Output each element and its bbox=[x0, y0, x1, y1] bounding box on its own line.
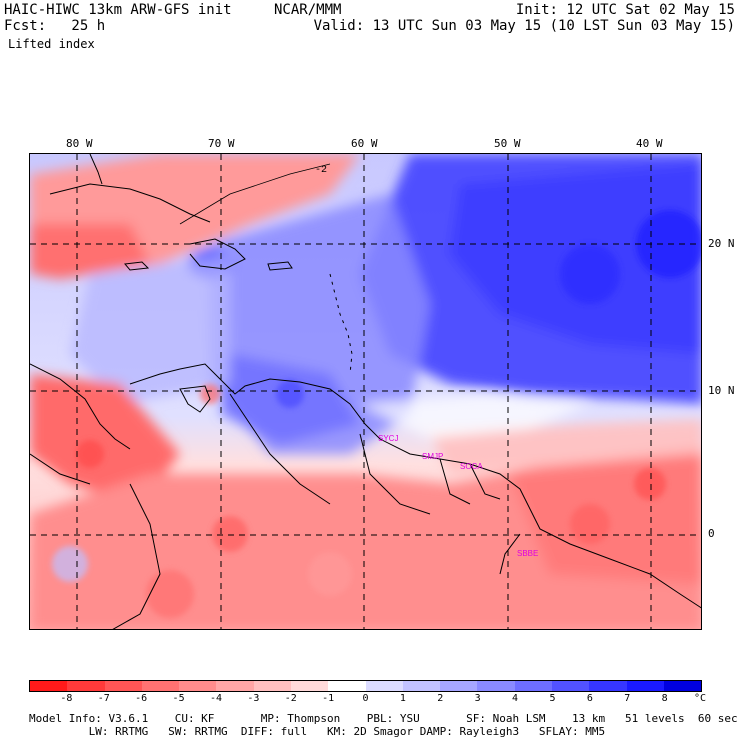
colorbar-swatch bbox=[30, 681, 68, 691]
colorbar-tick-label: -3 bbox=[247, 693, 260, 704]
colorbar-tick-label: 8 bbox=[661, 693, 668, 704]
coastlines bbox=[30, 154, 701, 629]
station-label-syju: SYCJ bbox=[378, 434, 398, 443]
lat-label-0: 0 bbox=[708, 527, 715, 540]
colorbar-swatch bbox=[477, 681, 515, 691]
contour-label: -2 bbox=[315, 165, 327, 176]
lon-label-70w: 70 W bbox=[208, 137, 235, 150]
colorbar-tick-label: 2 bbox=[437, 693, 444, 704]
organization: NCAR/MMM bbox=[274, 2, 342, 18]
colorbar-swatch bbox=[365, 681, 403, 691]
colorbar-swatch bbox=[663, 681, 702, 691]
colorbar-swatch bbox=[514, 681, 552, 691]
lat-label-10n: 10 N bbox=[708, 384, 735, 397]
colorbar-swatch bbox=[328, 681, 366, 691]
colorbar-tick-label: -5 bbox=[172, 693, 185, 704]
station-label-smjp: SMJP bbox=[422, 452, 443, 461]
station-labels: SYCJ SMJP SOCA SBBE bbox=[378, 434, 538, 558]
lat-label-20n: 20 N bbox=[708, 237, 735, 250]
colorbar-tick-label: 5 bbox=[549, 693, 556, 704]
model-info-line2: LW: RRTMG SW: RRTMG DIFF: full KM: 2D Sm… bbox=[29, 725, 606, 738]
map-panel: -2 SYCJ SMJP SOCA SBBE bbox=[29, 153, 702, 630]
colorbar bbox=[29, 680, 702, 692]
colorbar-tick-label: 3 bbox=[474, 693, 481, 704]
model-info-line1: Model Info: V3.6.1 CU: KF MP: Thompson P… bbox=[29, 712, 738, 725]
init-time: Init: 12 UTC Sat 02 May 15 bbox=[515, 2, 735, 18]
colorbar-swatch bbox=[141, 681, 180, 691]
colorbar-swatch bbox=[551, 681, 590, 691]
colorbar-tick-label: 6 bbox=[586, 693, 593, 704]
colorbar-swatch bbox=[440, 681, 478, 691]
colorbar-tick-label: -2 bbox=[284, 693, 297, 704]
colorbar-swatch bbox=[104, 681, 142, 691]
colorbar-tick-label: -8 bbox=[60, 693, 73, 704]
colorbar-tick-label: 4 bbox=[512, 693, 519, 704]
map-svg: -2 SYCJ SMJP SOCA SBBE bbox=[30, 154, 701, 629]
forecast-hour: Fcst: 25 h bbox=[4, 18, 106, 34]
lifted-index-field bbox=[30, 154, 701, 629]
colorbar-tick-label: -7 bbox=[97, 693, 110, 704]
colorbar-tick-label: 7 bbox=[624, 693, 631, 704]
colorbar-tick-label: 0 bbox=[362, 693, 369, 704]
lon-label-40w: 40 W bbox=[636, 137, 663, 150]
colorbar-tick-label: -1 bbox=[322, 693, 335, 704]
lon-label-50w: 50 W bbox=[494, 137, 521, 150]
colorbar-swatch bbox=[67, 681, 105, 691]
colorbar-swatch bbox=[179, 681, 217, 691]
station-label-sbbe: SBBE bbox=[517, 549, 538, 558]
lat-lon-grid bbox=[30, 154, 701, 629]
colorbar-swatch bbox=[626, 681, 664, 691]
colorbar-swatch bbox=[589, 681, 627, 691]
lon-label-80w: 80 W bbox=[66, 137, 93, 150]
colorbar-swatch bbox=[216, 681, 254, 691]
lon-label-60w: 60 W bbox=[351, 137, 378, 150]
colorbar-tick-label: -4 bbox=[209, 693, 222, 704]
colorbar-swatch bbox=[290, 681, 329, 691]
colorbar-tick-label: 1 bbox=[399, 693, 406, 704]
valid-time: Valid: 13 UTC Sun 03 May 15 (10 LST Sun … bbox=[313, 18, 735, 34]
model-title: HAIC-HIWC 13km ARW-GFS init bbox=[4, 2, 232, 18]
colorbar-swatch bbox=[402, 681, 441, 691]
colorbar-swatch bbox=[253, 681, 291, 691]
field-name: Lifted index bbox=[8, 37, 95, 51]
contour-line bbox=[179, 163, 331, 225]
colorbar-tick-label: -6 bbox=[135, 693, 148, 704]
colorbar-unit: °C bbox=[694, 693, 707, 704]
station-label-soca: SOCA bbox=[460, 462, 483, 471]
field-texture bbox=[52, 210, 701, 618]
